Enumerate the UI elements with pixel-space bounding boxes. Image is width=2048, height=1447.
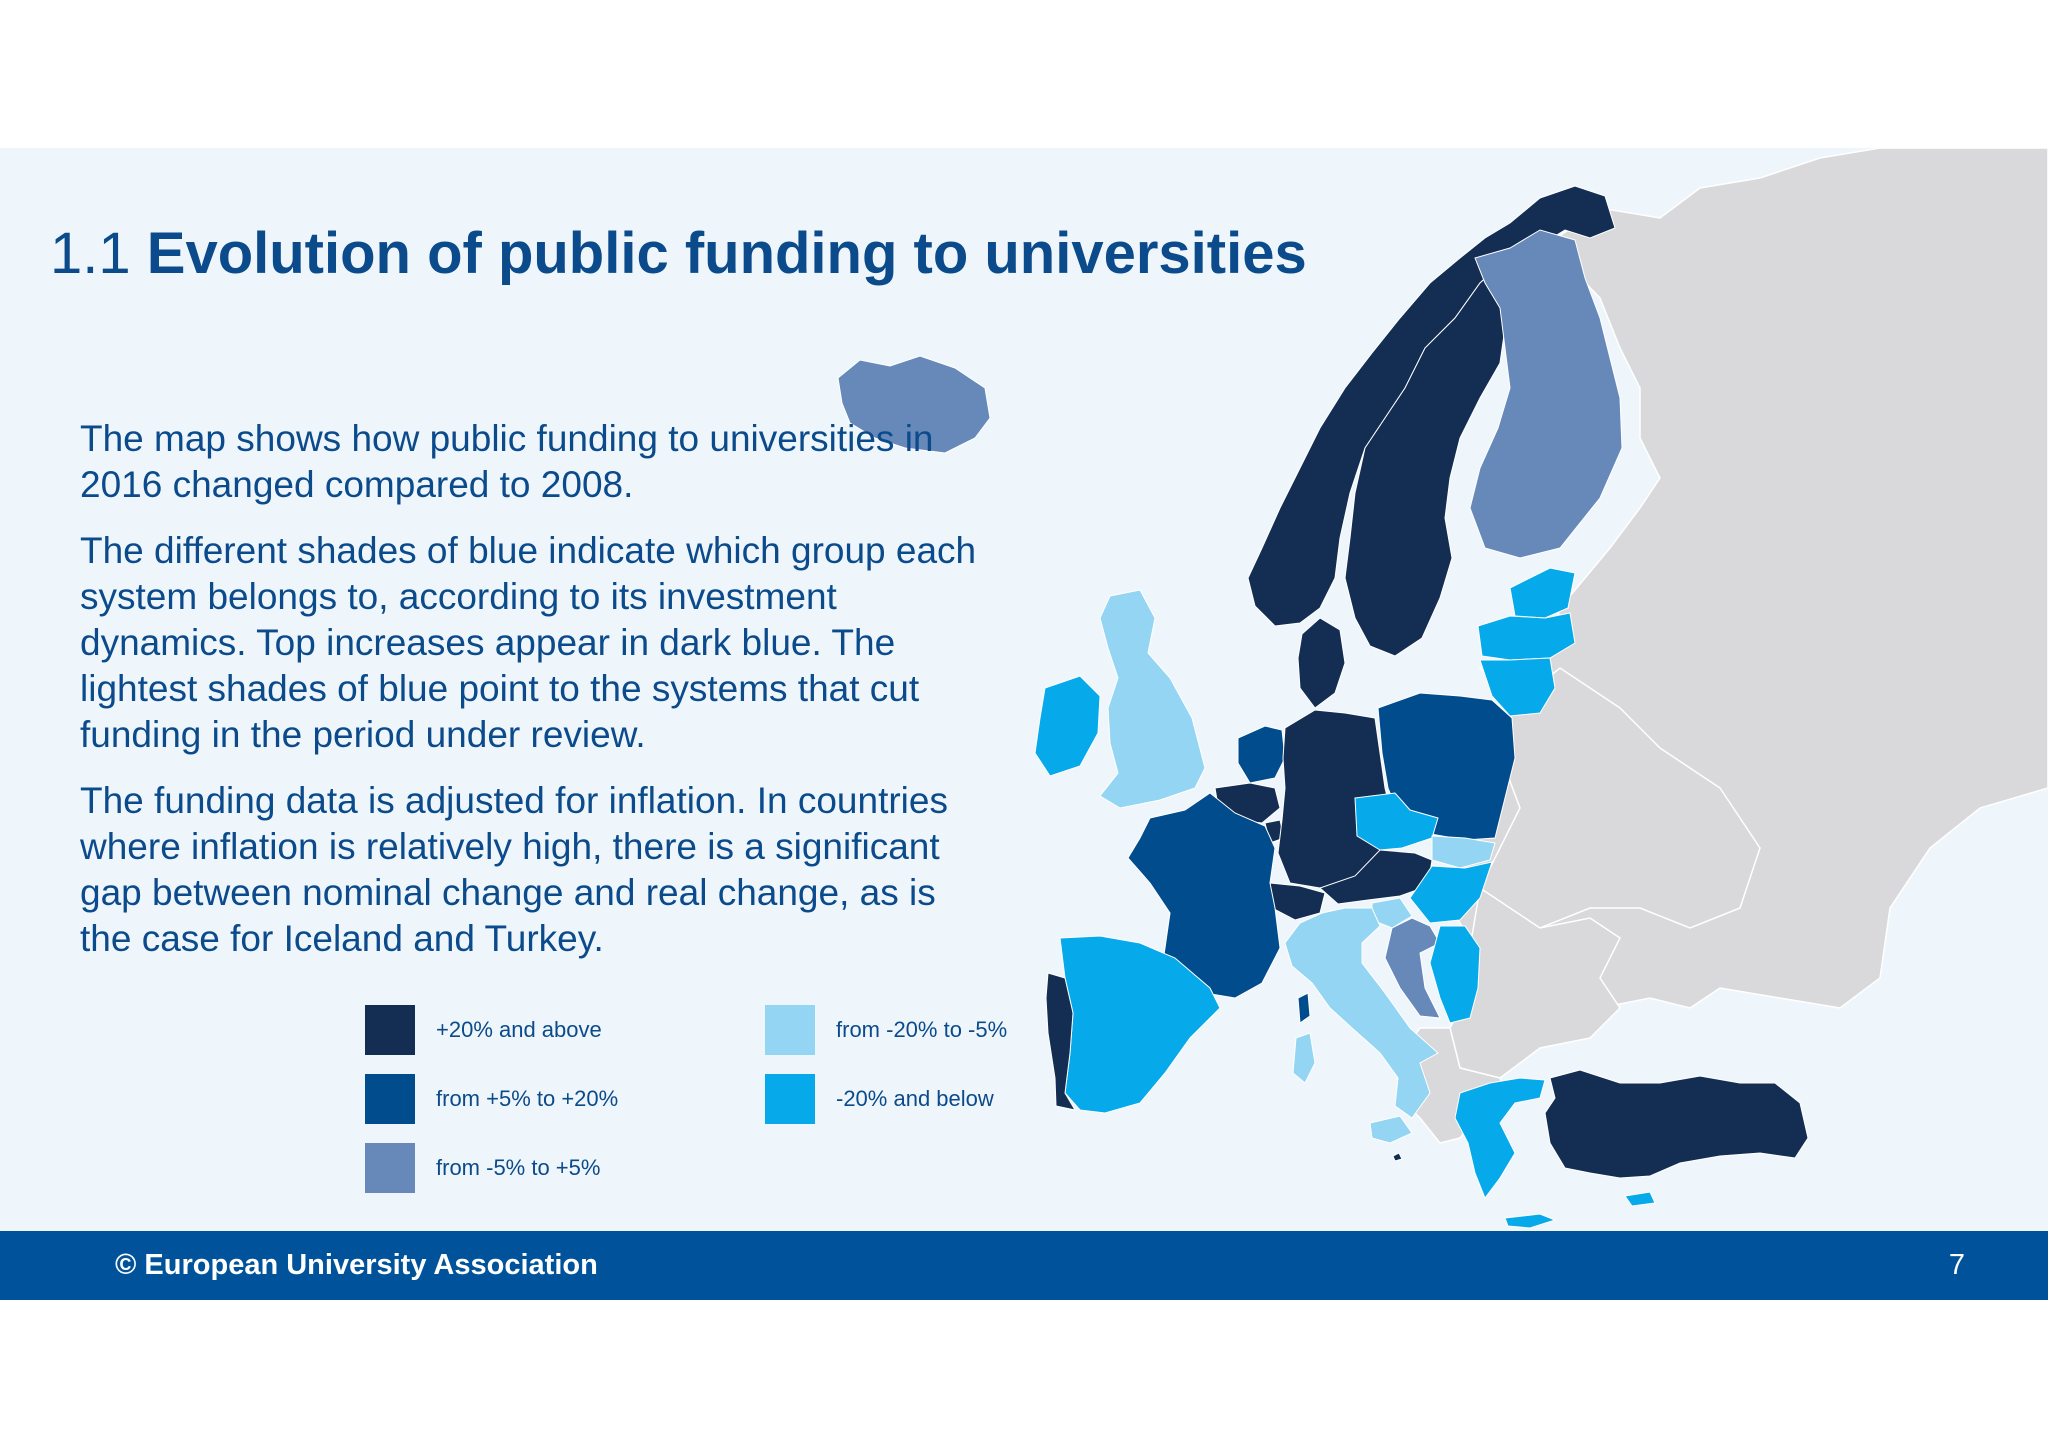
title-main: Evolution of public funding to universit… — [146, 221, 1307, 286]
corsica — [1297, 992, 1311, 1024]
iceland — [837, 355, 991, 454]
lithuania — [1479, 657, 1556, 717]
legend-swatch — [765, 1005, 815, 1055]
paragraph-intro: The map shows how public funding to univ… — [80, 418, 934, 505]
denmark — [1297, 617, 1346, 709]
ireland — [1034, 675, 1101, 777]
legend-label: +20% and above — [436, 1017, 602, 1042]
legend-swatch — [365, 1074, 415, 1124]
legend-swatch — [365, 1005, 415, 1055]
poland — [1377, 692, 1516, 841]
belarus-ukraine — [1479, 667, 1761, 929]
norway — [1247, 185, 1616, 627]
greece — [1454, 1077, 1546, 1200]
europe-map — [837, 148, 2048, 1229]
finland — [1469, 229, 1623, 559]
footer-bar: © European University Association 7 — [0, 1231, 2048, 1300]
france — [1127, 792, 1281, 999]
serbia — [1429, 925, 1481, 1024]
paragraph-shades: The different shades of blue indicate wh… — [80, 530, 977, 755]
turkey — [1544, 1069, 1809, 1179]
united-kingdom — [1099, 589, 1206, 809]
sicily — [1369, 1115, 1413, 1144]
legend-label: from +5% to +20% — [436, 1086, 619, 1111]
hungary — [1409, 861, 1493, 924]
page-number: 7 — [1948, 1249, 1965, 1281]
croatia — [1384, 917, 1441, 1019]
copyright-text: © European University Association — [115, 1249, 598, 1281]
portugal — [1045, 972, 1077, 1111]
sardinia — [1292, 1032, 1316, 1084]
legend-swatch — [365, 1143, 415, 1193]
malta — [1392, 1152, 1403, 1162]
crete — [1504, 1213, 1557, 1229]
netherlands — [1237, 725, 1286, 784]
title-number: 1.1 — [50, 221, 131, 286]
page-title: 1.1 Evolution of public funding to unive… — [50, 220, 1307, 287]
slide: 1.1 Evolution of public funding to unive… — [0, 148, 2048, 1231]
italy — [1284, 907, 1439, 1119]
legend-label: from -5% to +5% — [436, 1155, 601, 1180]
sweden — [1344, 259, 1516, 657]
paragraph-inflation: The funding data is adjusted for inflati… — [80, 780, 948, 959]
switzerland — [1269, 882, 1326, 921]
cyprus — [1624, 1191, 1656, 1207]
latvia — [1477, 612, 1576, 661]
legend-label: -20% and below — [836, 1086, 994, 1111]
description: The map shows how public funding to univ… — [80, 416, 980, 982]
legend-swatch — [765, 1074, 815, 1124]
legend-label: from -20% to -5% — [836, 1017, 1008, 1042]
